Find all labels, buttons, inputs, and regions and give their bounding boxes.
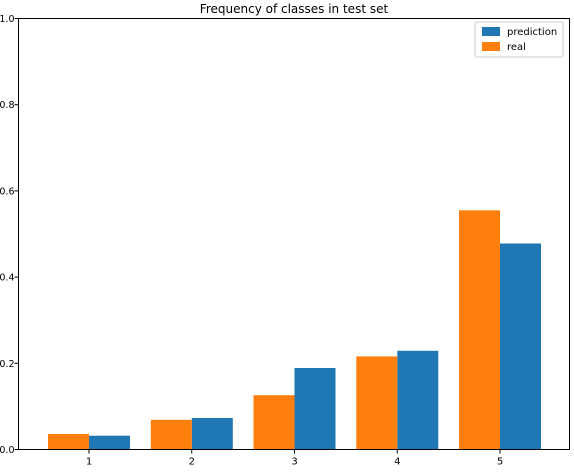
legend-label-prediction: prediction xyxy=(507,27,557,38)
legend-swatch-real xyxy=(482,42,500,51)
y-tick-label-0.0: 0.0 xyxy=(0,445,15,456)
bar-prediction-2 xyxy=(191,418,233,450)
x-tick-label-3: 3 xyxy=(291,457,297,468)
plot-frame xyxy=(18,18,570,450)
y-tick-label-0.4: 0.4 xyxy=(0,273,15,284)
bar-real-5 xyxy=(459,210,500,450)
bar-prediction-5 xyxy=(500,243,541,450)
x-tick-label-1: 1 xyxy=(86,457,92,468)
legend-label-real: real xyxy=(507,42,526,53)
bar-prediction-3 xyxy=(294,368,336,450)
legend: prediction real xyxy=(474,21,564,58)
legend-swatch-prediction xyxy=(482,27,500,36)
y-tick-label-1.0: 1.0 xyxy=(0,14,15,25)
bar-prediction-1 xyxy=(89,435,130,450)
bar-real-1 xyxy=(48,434,89,450)
x-tick-label-2: 2 xyxy=(189,457,195,468)
chart-title: Frequency of classes in test set xyxy=(200,2,389,16)
ticks-layer: 1 2 3 4 5 0.0 0.2 0.4 0.6 0.8 1.0 xyxy=(0,14,503,468)
bar-real-2 xyxy=(150,419,192,450)
x-tick-label-5: 5 xyxy=(497,457,503,468)
bar-prediction-4 xyxy=(397,350,439,450)
bar-real-3 xyxy=(253,395,295,450)
y-tick-label-0.6: 0.6 xyxy=(0,186,15,197)
bar-real-4 xyxy=(356,356,398,450)
bars-layer xyxy=(48,210,541,450)
y-tick-label-0.2: 0.2 xyxy=(0,359,15,370)
y-tick-label-0.8: 0.8 xyxy=(0,100,15,111)
x-tick-label-4: 4 xyxy=(394,457,400,468)
